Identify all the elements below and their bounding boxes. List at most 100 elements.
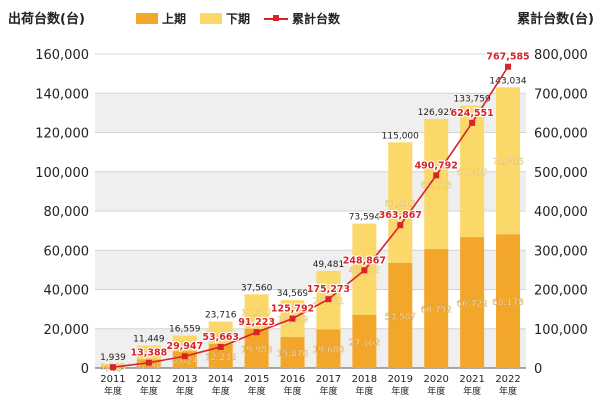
- data-label-cumulative: 490,792: [415, 160, 458, 171]
- data-label-cumulative: 248,867: [343, 255, 386, 266]
- x-tick-suffix: 年度: [176, 385, 194, 397]
- data-label-total: 34,569: [277, 289, 309, 299]
- data-label-total: 73,594: [349, 213, 381, 223]
- data-label-first-half: 12,235: [205, 353, 237, 363]
- y-tick-label-right: 200,000: [534, 284, 588, 299]
- bar-second-half: [172, 335, 197, 352]
- grid-band: [95, 54, 526, 94]
- data-label-first-half: 27,162: [349, 338, 381, 348]
- data-label-cumulative: 29,947: [166, 341, 203, 352]
- data-label-total: 133,759: [454, 94, 491, 104]
- data-label-first-half: 66,722: [456, 300, 488, 310]
- x-tick-label: 2018: [352, 374, 377, 385]
- x-tick-suffix: 年度: [248, 385, 266, 397]
- x-tick-suffix: 年度: [499, 385, 517, 397]
- bar-second-half: [136, 345, 161, 360]
- data-label-second-half: 7,001: [136, 349, 162, 359]
- cumulative-marker: [217, 343, 224, 350]
- cumulative-marker: [397, 222, 404, 229]
- cumulative-marker: [325, 296, 332, 303]
- bar-second-half: [244, 294, 269, 329]
- legend-item-cumulative: 累計台数: [264, 10, 340, 27]
- data-label-first-half: 68,178: [492, 298, 524, 308]
- cumulative-marker: [505, 63, 512, 70]
- y-tick-label-left: 80,000: [44, 205, 90, 220]
- legend: 上期 下期 累計台数: [136, 10, 354, 27]
- bar-first-half: [388, 262, 413, 368]
- grid-band: [95, 250, 526, 290]
- grid-band: [95, 171, 526, 211]
- y-axis-title-left: 出荷台数(台): [8, 12, 85, 27]
- legend-swatch-first-half: [136, 13, 158, 24]
- y-tick-label-left: 60,000: [44, 244, 90, 259]
- y-tick-label-left: 40,000: [44, 284, 90, 299]
- cumulative-marker: [109, 364, 116, 371]
- data-label-first-half: 19,680: [313, 346, 345, 356]
- cumulative-marker: [289, 315, 296, 322]
- data-label-first-half: 8,624: [172, 357, 198, 367]
- y-tick-label-right: 400,000: [534, 205, 588, 220]
- x-tick-suffix: 年度: [391, 385, 409, 397]
- bar-second-half: [208, 321, 233, 344]
- y-tick-label-right: 800,000: [534, 48, 588, 63]
- data-label-first-half: 60,752: [420, 305, 452, 315]
- legend-label-second-half: 下期: [226, 12, 251, 26]
- y-tick-label-left: 120,000: [35, 127, 89, 142]
- data-label-second-half: 67,037: [456, 168, 488, 178]
- data-label-total: 11,449: [133, 335, 165, 345]
- grid-band: [95, 132, 526, 172]
- data-label-cumulative: 13,388: [131, 348, 168, 359]
- y-tick-label-right: 100,000: [534, 323, 588, 338]
- x-tick-suffix: 年度: [104, 385, 122, 397]
- bar-second-half: [460, 105, 485, 238]
- data-label-first-half: 19,983: [241, 345, 273, 355]
- cumulative-marker: [253, 329, 260, 336]
- data-label-second-half: 74,856: [492, 158, 524, 168]
- y-tick-label-left: 20,000: [44, 323, 90, 338]
- bar-first-half: [280, 336, 305, 368]
- bar-first-half: [460, 237, 485, 368]
- x-tick-label: 2012: [136, 374, 161, 385]
- cumulative-marker: [469, 119, 476, 126]
- y-tick-label-right: 700,000: [534, 87, 588, 102]
- bar-first-half: [496, 234, 521, 368]
- y-tick-label-left: 160,000: [35, 48, 89, 63]
- bar-first-half: [424, 248, 449, 368]
- x-tick-label: 2017: [316, 374, 341, 385]
- bar-second-half: [496, 87, 521, 235]
- y-tick-label-right: 0: [534, 362, 542, 377]
- x-tick-label: 2014: [208, 374, 233, 385]
- legend-label-first-half: 上期: [162, 12, 187, 26]
- x-tick-label: 2020: [423, 374, 448, 385]
- cumulative-line: [112, 66, 509, 369]
- data-label-first-half: 53,587: [385, 312, 417, 322]
- data-label-total: 16,559: [169, 325, 201, 335]
- data-label-second-half: 11,481: [205, 330, 237, 340]
- data-label-total: 115,000: [382, 131, 419, 141]
- legend-swatch-second-half: [200, 13, 223, 24]
- data-label-cumulative: 53,663: [202, 332, 239, 343]
- x-tick-label: 2011: [100, 374, 125, 385]
- x-tick-suffix: 年度: [284, 385, 302, 397]
- x-tick-label: 2022: [495, 374, 520, 385]
- data-label-total: 49,481: [313, 260, 345, 270]
- x-tick-suffix: 年度: [212, 385, 230, 397]
- bar-first-half: [316, 329, 341, 368]
- data-label-cumulative: 363,867: [379, 210, 422, 221]
- data-label-cumulative: 125,792: [271, 304, 314, 315]
- x-tick-label: 2016: [280, 374, 305, 385]
- cumulative-marker: [181, 353, 188, 360]
- x-tick-label: 2019: [388, 374, 413, 385]
- grid-band: [95, 93, 526, 133]
- data-label-second-half: 66,173: [420, 181, 452, 191]
- bar-first-half: [352, 314, 377, 368]
- legend-item-first-half: 上期: [136, 10, 186, 27]
- x-tick-label: 2021: [459, 374, 484, 385]
- x-tick-suffix: 年度: [319, 385, 337, 397]
- x-tick-suffix: 年度: [427, 385, 445, 397]
- grid-band: [95, 328, 526, 368]
- x-tick-label: 2013: [172, 374, 197, 385]
- y-axis-title-right: 累計台数(台): [517, 12, 594, 27]
- data-label-cumulative: 91,223: [238, 317, 275, 328]
